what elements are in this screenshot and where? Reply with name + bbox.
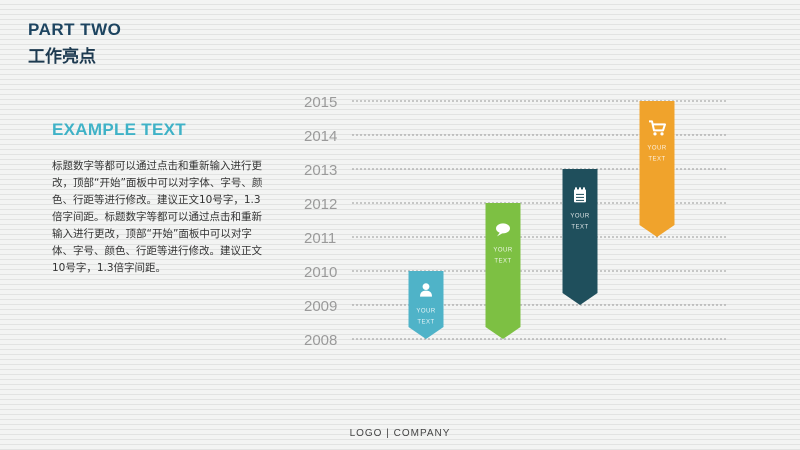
shopping-cart-icon bbox=[649, 120, 666, 136]
marker-label-line2: TEXT bbox=[494, 258, 511, 264]
user-icon bbox=[420, 283, 432, 297]
marker-bar-4 bbox=[639, 101, 675, 237]
year-tick-label-2013: 2013 bbox=[304, 162, 337, 179]
year-tick-label-2009: 2009 bbox=[304, 298, 337, 315]
marker-label-line2: TEXT bbox=[417, 320, 434, 326]
marker-bar-2 bbox=[485, 203, 521, 339]
marker-label-line1: YOUR bbox=[493, 247, 513, 253]
marker-bar-1 bbox=[408, 271, 444, 339]
part-subtitle: 工作亮点 bbox=[28, 47, 96, 67]
footer-logo-company: LOGO | COMPANY bbox=[349, 428, 451, 439]
year-tick-label-2010: 2010 bbox=[304, 264, 337, 281]
section-heading: EXAMPLE TEXT bbox=[52, 120, 186, 139]
year-tick-label-2008: 2008 bbox=[304, 332, 337, 349]
marker-label-line1: YOUR bbox=[416, 309, 436, 315]
notepad-icon bbox=[574, 187, 586, 203]
timeline-marker-4: YOUR TEXT bbox=[639, 101, 675, 237]
year-tick-label-2011: 2011 bbox=[304, 230, 336, 247]
chat-bubble-icon bbox=[496, 223, 510, 237]
marker-bar-3 bbox=[562, 169, 598, 305]
timeline-marker-1: YOUR TEXT bbox=[408, 271, 444, 339]
part-title: PART TWO bbox=[28, 20, 122, 39]
timeline-marker-2: YOUR TEXT bbox=[485, 203, 521, 339]
body-paragraph: 标题数字等都可以通过点击和重新输入进行更改，顶部“开始”面板中可以对字体、字号、… bbox=[52, 160, 263, 274]
year-tick-label-2014: 2014 bbox=[304, 128, 337, 145]
markers-layer: YOUR TEXT YOUR TEXT YOUR TEXT YOUR TEXT bbox=[408, 101, 675, 339]
timeline-marker-3: YOUR TEXT bbox=[562, 169, 598, 305]
marker-label-line2: TEXT bbox=[648, 156, 665, 162]
year-tick-label-2015: 2015 bbox=[304, 94, 337, 111]
marker-label-line2: TEXT bbox=[571, 224, 588, 230]
marker-label-line1: YOUR bbox=[570, 213, 590, 219]
year-tick-label-2012: 2012 bbox=[304, 196, 337, 213]
marker-label-line1: YOUR bbox=[647, 145, 667, 151]
